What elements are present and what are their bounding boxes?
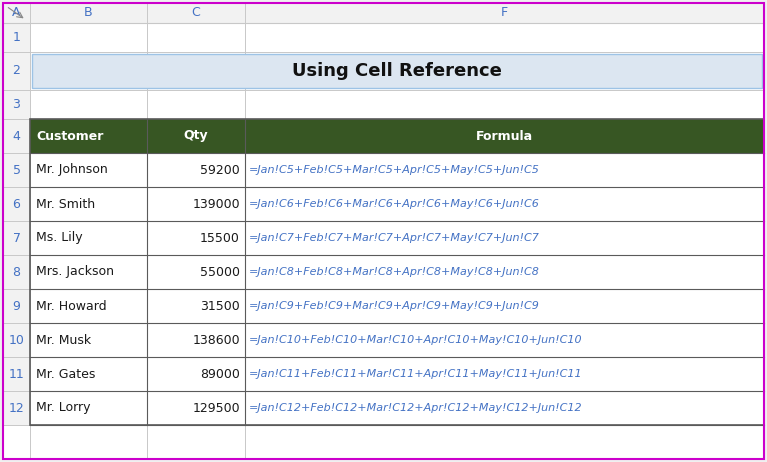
Text: 31500: 31500 [200,299,240,312]
Bar [147,119,245,153]
Text: 7: 7 [12,231,21,244]
Bar [30,119,147,153]
Text: 15500: 15500 [200,231,240,244]
Text: =Jan!C11+Feb!C11+Mar!C11+Apr!C11+May!C11+Jun!C11: =Jan!C11+Feb!C11+Mar!C11+Apr!C11+May!C11… [249,369,583,379]
Text: Mr. Smith: Mr. Smith [36,197,95,211]
Text: 2: 2 [12,65,21,78]
Text: 12: 12 [8,401,25,414]
Text: 55000: 55000 [200,266,240,279]
Text: Mr. Musk: Mr. Musk [36,334,91,346]
Text: 5: 5 [12,164,21,176]
Text: A: A [12,6,21,19]
Text: =Jan!C8+Feb!C8+Mar!C8+Apr!C8+May!C8+Jun!C8: =Jan!C8+Feb!C8+Mar!C8+Apr!C8+May!C8+Jun!… [249,267,540,277]
Bar [3,221,30,255]
Text: Mr. Gates: Mr. Gates [36,367,95,381]
Text: 89000: 89000 [200,367,240,381]
Text: C: C [192,6,200,19]
Bar [3,153,30,187]
Bar [3,187,30,221]
Text: =Jan!C12+Feb!C12+Mar!C12+Apr!C12+May!C12+Jun!C12: =Jan!C12+Feb!C12+Mar!C12+Apr!C12+May!C12… [249,403,583,413]
Bar [245,119,764,153]
Text: 10: 10 [8,334,25,346]
Text: 139000: 139000 [193,197,240,211]
Text: 1: 1 [12,31,21,44]
Bar [3,3,764,23]
Bar [3,391,30,425]
Bar [3,289,30,323]
Text: Ms. Lily: Ms. Lily [36,231,83,244]
Text: =Jan!C5+Feb!C5+Mar!C5+Apr!C5+May!C5+Jun!C5: =Jan!C5+Feb!C5+Mar!C5+Apr!C5+May!C5+Jun!… [249,165,540,175]
Bar [3,357,30,391]
Bar [3,23,30,52]
Text: =Jan!C6+Feb!C6+Mar!C6+Apr!C6+May!C6+Jun!C6: =Jan!C6+Feb!C6+Mar!C6+Apr!C6+May!C6+Jun!… [249,199,540,209]
Text: Formula: Formula [476,129,533,142]
Bar [3,255,30,289]
Text: Mrs. Jackson: Mrs. Jackson [36,266,114,279]
Text: Qty: Qty [183,129,209,142]
Text: =Jan!C7+Feb!C7+Mar!C7+Apr!C7+May!C7+Jun!C7: =Jan!C7+Feb!C7+Mar!C7+Apr!C7+May!C7+Jun!… [249,233,540,243]
Bar [3,119,30,153]
Bar [32,54,762,88]
Text: 11: 11 [8,367,25,381]
Text: 59200: 59200 [200,164,240,176]
Text: 3: 3 [12,98,21,111]
Bar [3,52,30,90]
Text: Using Cell Reference: Using Cell Reference [292,62,502,80]
Text: 129500: 129500 [193,401,240,414]
Text: 6: 6 [12,197,21,211]
Text: =Jan!C9+Feb!C9+Mar!C9+Apr!C9+May!C9+Jun!C9: =Jan!C9+Feb!C9+Mar!C9+Apr!C9+May!C9+Jun!… [249,301,540,311]
Bar [3,90,30,119]
Text: =Jan!C10+Feb!C10+Mar!C10+Apr!C10+May!C10+Jun!C10: =Jan!C10+Feb!C10+Mar!C10+Apr!C10+May!C10… [249,335,583,345]
Text: F: F [501,6,508,19]
Bar [3,323,30,357]
Text: 4: 4 [12,129,21,142]
Text: B: B [84,6,93,19]
Text: 8: 8 [12,266,21,279]
Text: Mr. Lorry: Mr. Lorry [36,401,91,414]
Text: Mr. Johnson: Mr. Johnson [36,164,107,176]
Text: Mr. Howard: Mr. Howard [36,299,107,312]
Bar [30,119,764,425]
Text: 9: 9 [12,299,21,312]
Text: Customer: Customer [36,129,104,142]
Text: 138600: 138600 [193,334,240,346]
